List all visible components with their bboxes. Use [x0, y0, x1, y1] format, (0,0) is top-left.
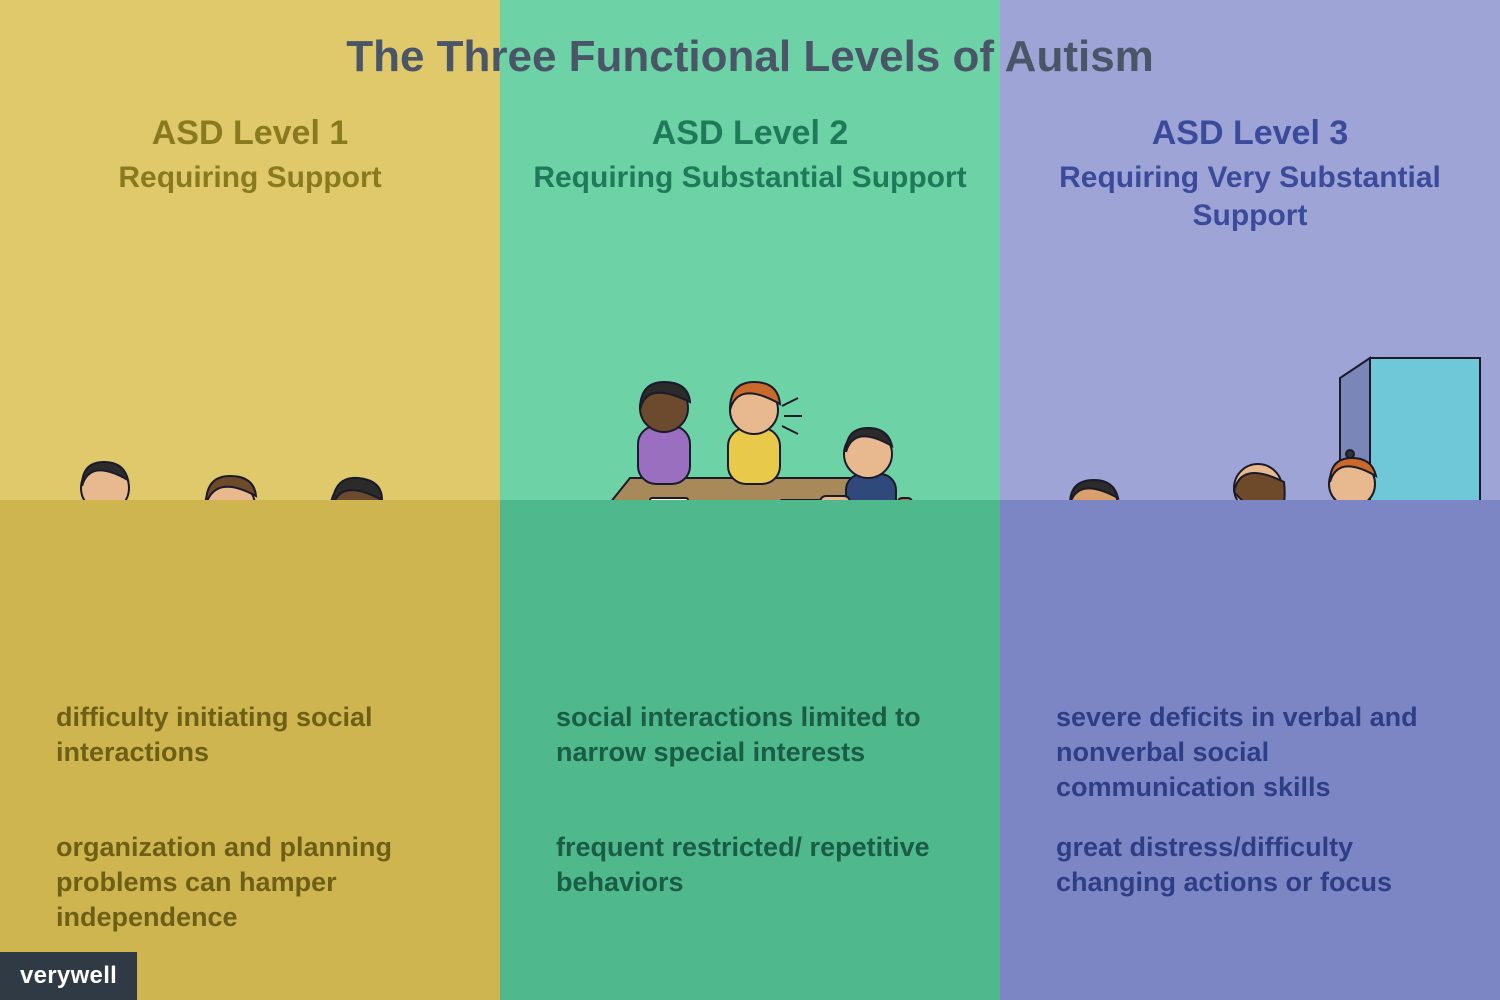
col2-level: ASD Level 2	[500, 114, 1000, 153]
infographic: The Three Functional Levels of Autism AS…	[0, 0, 1500, 1000]
col3-level: ASD Level 3	[1000, 114, 1500, 153]
main-title: The Three Functional Levels of Autism	[0, 32, 1500, 82]
col1-lower: difficulty initiating social interaction…	[0, 500, 500, 1000]
col2-desc1: social interactions limited to narrow sp…	[556, 700, 944, 770]
col2-desc2: frequent restricted/ repetitive behavior…	[556, 830, 944, 900]
col2-subtitle: Requiring Substantial Support	[500, 159, 1000, 197]
col2-lower: social interactions limited to narrow sp…	[500, 500, 1000, 1000]
col3-lower: severe deficits in verbal and nonverbal …	[1000, 500, 1500, 1000]
child-table-left	[638, 382, 690, 484]
col3-heading: ASD Level 3 Requiring Very Substantial S…	[1000, 114, 1500, 234]
brand-logo: verywell	[0, 952, 137, 1000]
column-level-3: ASD Level 3 Requiring Very Substantial S…	[1000, 0, 1500, 1000]
col1-level: ASD Level 1	[0, 114, 500, 153]
col3-subtitle: Requiring Very Substantial Support	[1000, 159, 1500, 234]
col1-desc1: difficulty initiating social interaction…	[56, 700, 444, 770]
child-table-middle	[728, 382, 802, 484]
col1-heading: ASD Level 1 Requiring Support	[0, 114, 500, 197]
col1-subtitle: Requiring Support	[0, 159, 500, 197]
col2-heading: ASD Level 2 Requiring Substantial Suppor…	[500, 114, 1000, 197]
column-level-1: ASD Level 1 Requiring Support	[0, 0, 500, 1000]
col3-desc1: severe deficits in verbal and nonverbal …	[1056, 700, 1444, 805]
col1-desc2: organization and planning problems can h…	[56, 830, 444, 935]
col3-desc2: great distress/difficulty changing actio…	[1056, 830, 1444, 900]
column-level-2: ASD Level 2 Requiring Substantial Suppor…	[500, 0, 1000, 1000]
